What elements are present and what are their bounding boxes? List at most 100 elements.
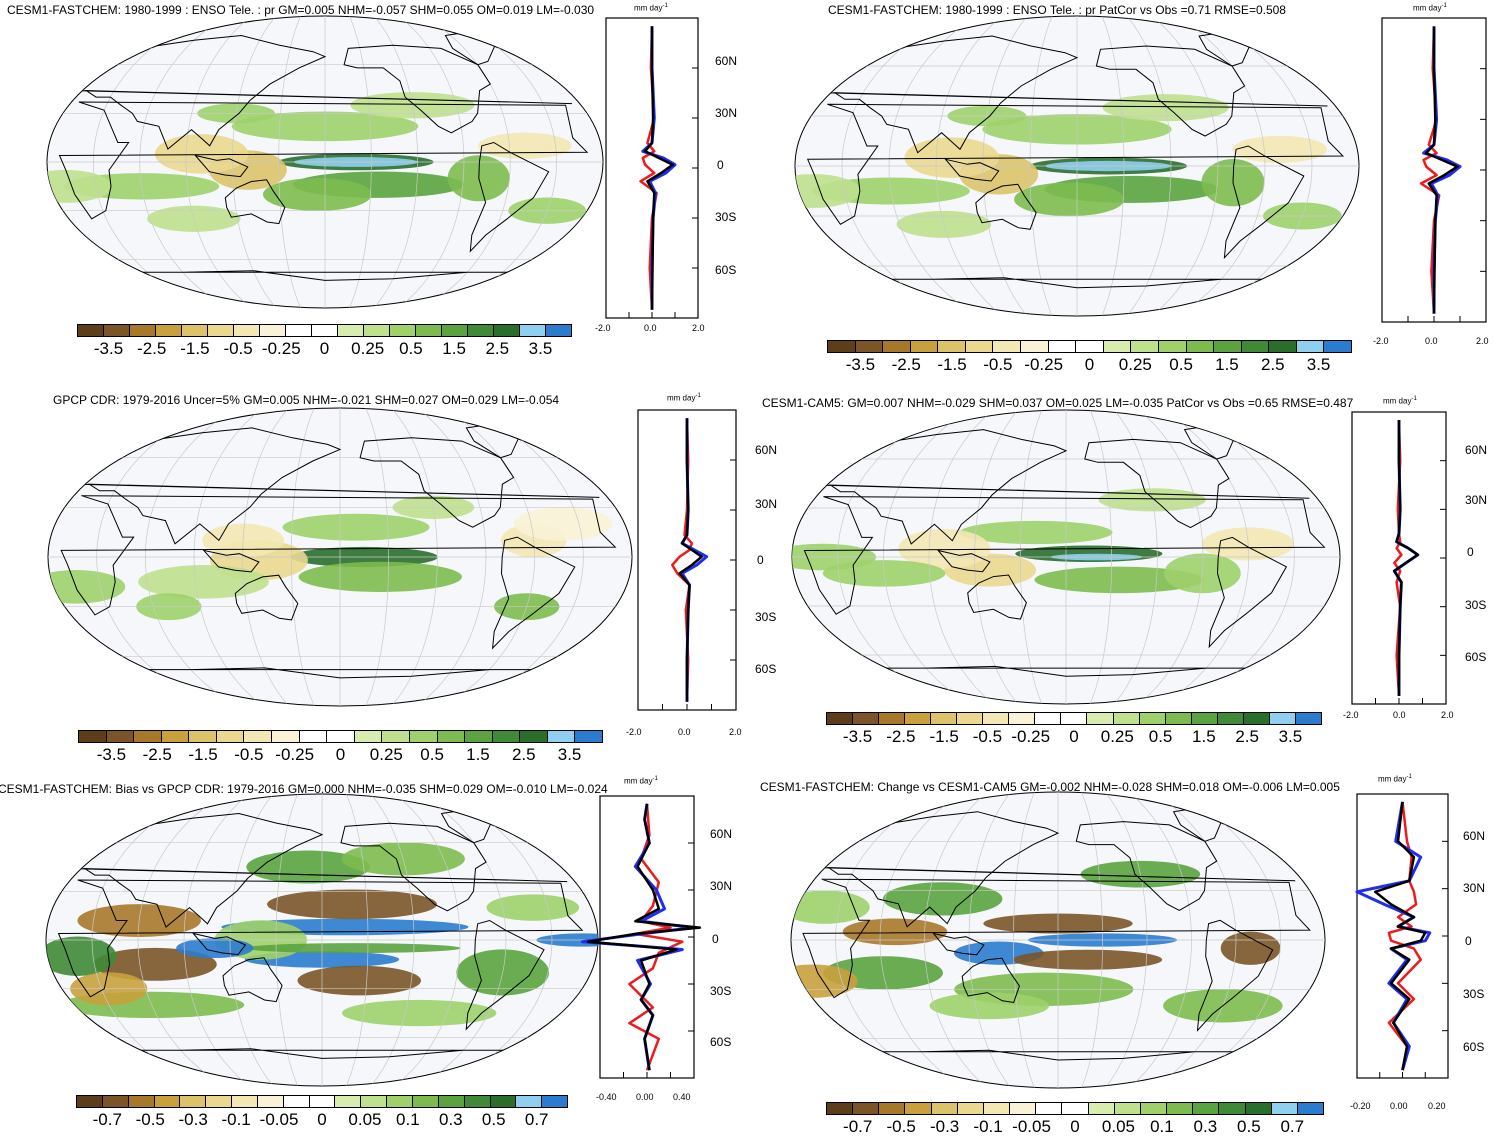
colorbar-label: -0.5 xyxy=(886,1117,916,1136)
precip-anomaly-region xyxy=(244,943,461,954)
colorbar-label: 0.1 xyxy=(396,1110,420,1129)
graticule-line xyxy=(231,16,277,308)
precip-anomaly-region xyxy=(46,936,117,976)
x-tick-left: -0.20 xyxy=(1350,1101,1371,1111)
colorbar-label: 1.5 xyxy=(1215,355,1239,374)
precip-anomaly-region xyxy=(262,178,372,211)
unit-label: mm day-1 xyxy=(624,776,658,786)
colorbar-swatch xyxy=(206,1096,233,1107)
x-tick-right: 2.0 xyxy=(729,727,742,737)
colorbar-labels: -3.5 -2.5 -1.5 -0.5 -0.25 0 0.25 0.5 1.5 2.5 3.5 xyxy=(827,353,1352,375)
colorbar-label: -0.5 xyxy=(223,339,253,358)
x-tick-mid: 0.00 xyxy=(1390,1101,1408,1111)
precip-anomaly-region xyxy=(1012,949,1163,970)
colorbar-swatch xyxy=(189,731,217,742)
colorbar-swatch xyxy=(1087,713,1114,724)
colorbar-swatch xyxy=(965,341,994,352)
colorbar-swatch xyxy=(338,325,364,336)
colorbar-label: -0.05 xyxy=(1012,1117,1051,1136)
colorbar: -3.5 -2.5 -1.5 -0.5 -0.25 0 0.25 0.5 1.5 2.5 3.5 xyxy=(77,324,572,359)
colorbar-label: 0.25 xyxy=(1100,727,1134,746)
colorbar-label: -2.5 xyxy=(891,355,921,374)
zonal-mean-plot xyxy=(605,17,699,319)
colorbar-swatch xyxy=(335,1096,362,1107)
precip-anomaly-region xyxy=(297,965,422,996)
unit-label: mm day-1 xyxy=(1413,3,1447,13)
zonal-mean-plot xyxy=(637,409,737,711)
lat-label-30n: 30N xyxy=(710,879,733,893)
zonal-mean-plot xyxy=(1381,17,1487,323)
precip-field xyxy=(48,408,632,706)
colorbar-swatch xyxy=(1271,1103,1298,1114)
x-tick-right: 2.0 xyxy=(1476,336,1489,346)
graticule-line xyxy=(1013,792,1035,1088)
colorbar-swatch xyxy=(412,1096,439,1107)
colorbar-swatch xyxy=(390,325,416,336)
coastline-eurasia xyxy=(69,812,568,928)
colorbar-swatch xyxy=(134,731,162,742)
lat-label-30s: 30S xyxy=(1465,598,1487,612)
graticule-line xyxy=(468,408,584,706)
colorbar-swatch xyxy=(416,325,442,336)
colorbar-swatch xyxy=(542,1096,568,1107)
coastline-americaN xyxy=(343,44,491,134)
graticule-line xyxy=(144,408,238,706)
coastline-africa xyxy=(60,495,617,616)
x-tick-mid: 0.0 xyxy=(1425,336,1438,346)
colorbar-swatch xyxy=(1103,341,1132,352)
colorbar-swatch xyxy=(104,325,130,336)
coastline-africa xyxy=(803,496,1326,615)
colorbar-label: 0 xyxy=(1070,1117,1080,1136)
lat-label-30s: 30S xyxy=(755,610,777,624)
graticule-line xyxy=(185,16,252,308)
graticule-line xyxy=(841,16,953,316)
panel-title: CESM1-FASTCHEM: Bias vs GPCP CDR: 1979-2… xyxy=(0,782,608,796)
x-tick-mid: 0.0 xyxy=(1393,710,1406,720)
bias-profile-line xyxy=(628,803,684,1071)
colorbar-swatch xyxy=(516,1096,543,1107)
graticule-line xyxy=(394,794,461,1086)
bias-profile-line xyxy=(1387,801,1422,1071)
precip-field xyxy=(795,16,1359,316)
colorbar-swatch xyxy=(272,731,300,742)
zonal-mean-plot xyxy=(1351,411,1447,705)
colorbar-label: 0 xyxy=(335,745,346,764)
colorbar-swatch xyxy=(312,325,338,336)
colorbar-swatch xyxy=(154,1096,181,1107)
precip-field xyxy=(46,794,598,1086)
graticule-line xyxy=(1128,792,1192,1088)
colorbar-swatch xyxy=(409,731,438,742)
colorbar: -3.5 -2.5 -1.5 -0.5 -0.25 0 0.25 0.5 1.5 2.5 3.5 xyxy=(827,340,1352,375)
colorbar-swatch xyxy=(547,731,576,742)
colorbar-label: -3.5 xyxy=(842,727,873,746)
colorbar-swatch xyxy=(1167,1103,1194,1114)
model-profile-line xyxy=(580,803,696,1071)
colorbar-label: -0.25 xyxy=(1024,355,1064,374)
colorbar-boxes xyxy=(826,1102,1324,1115)
colorbar-swatch xyxy=(1243,713,1270,724)
graticule-line xyxy=(391,408,438,706)
colorbar-swatch xyxy=(1165,713,1192,724)
colorbar-swatch xyxy=(1269,341,1297,352)
precip-anomaly-region xyxy=(47,169,112,203)
lat-label-30n: 30N xyxy=(755,497,778,511)
graticule-line xyxy=(193,408,263,706)
colorbar-label: -0.7 xyxy=(92,1110,122,1129)
colorbar-label: -0.5 xyxy=(135,1110,165,1129)
precip-anomaly-region xyxy=(341,999,497,1027)
colorbar-label: -3.5 xyxy=(93,339,124,358)
colorbar-swatch xyxy=(79,731,107,742)
graticule-line xyxy=(879,792,964,1088)
colorbar-swatch xyxy=(437,731,466,742)
colorbar-label: 0.05 xyxy=(1101,1117,1135,1136)
colorbar-label: 0.5 xyxy=(420,745,444,764)
colorbar-swatch xyxy=(234,325,260,336)
colorbar-swatch xyxy=(983,1103,1011,1114)
colorbar-label: -2.5 xyxy=(142,745,172,764)
colorbar-label: -1.5 xyxy=(180,339,210,358)
colorbar-boxes xyxy=(77,324,572,337)
colorbar-swatch xyxy=(244,731,273,742)
colorbar-swatch xyxy=(1296,341,1325,352)
colorbar-swatch xyxy=(879,1103,906,1114)
colorbar-swatch xyxy=(102,1096,129,1107)
